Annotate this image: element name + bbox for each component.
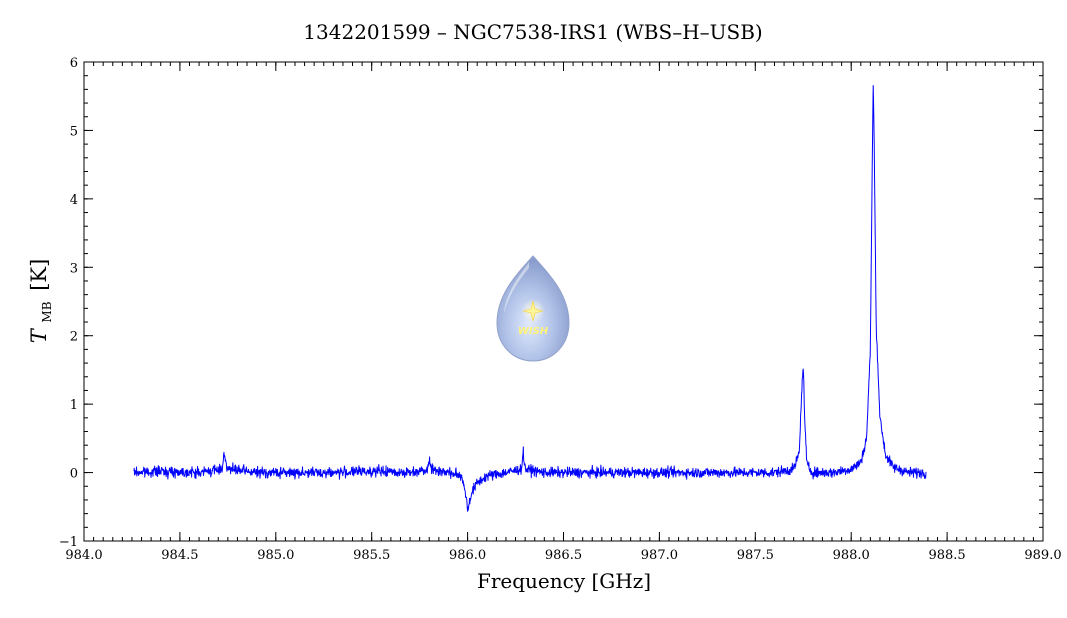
y-tick-label: 6 (70, 56, 78, 71)
x-tick-label: 984.5 (161, 548, 198, 563)
x-tick-label: 988.5 (928, 548, 965, 563)
x-tick-label: 987.5 (737, 548, 774, 563)
x-tick-label: 985.0 (257, 548, 294, 563)
y-axis-label: T MB [K] (27, 259, 56, 344)
y-axis-subscript: MB (40, 301, 54, 322)
y-tick-label: 3 (70, 261, 78, 276)
x-tick-label: 986.0 (449, 548, 486, 563)
y-tick-label: 4 (70, 193, 78, 208)
y-tick-labels: −1 0 1 2 3 4 5 6 (59, 56, 78, 550)
y-tick-label: 5 (70, 124, 78, 139)
x-tick-label: 989.0 (1024, 548, 1061, 563)
wish-logo-watermark: WISH (496, 255, 570, 362)
y-tick-label: 1 (70, 398, 78, 413)
svg-text:T MB [K]: T MB [K] (27, 259, 56, 344)
x-tick-labels: 984.0 984.5 985.0 985.5 986.0 986.5 987.0 987.5… (65, 548, 1061, 563)
y-tick-label: −1 (59, 535, 78, 550)
x-tick-label: 984.0 (65, 548, 102, 563)
chart-title: 1342201599 – NGC7538-IRS1 (WBS–H–USB) (303, 20, 762, 44)
y-axis-symbol: T (27, 327, 51, 343)
y-tick-label: 0 (70, 467, 78, 482)
x-tick-label: 987.0 (641, 548, 678, 563)
y-axis-unit: [K] (27, 259, 51, 291)
x-tick-label: 986.5 (545, 548, 582, 563)
y-tick-label: 2 (70, 330, 78, 345)
x-tick-label: 988.0 (833, 548, 870, 563)
spectrum-series-line (133, 85, 927, 512)
x-axis-label: Frequency [GHz] (477, 569, 651, 593)
plot-frame (83, 61, 1044, 542)
x-tick-label: 985.5 (353, 548, 390, 563)
wish-logo-text: WISH (518, 326, 549, 337)
